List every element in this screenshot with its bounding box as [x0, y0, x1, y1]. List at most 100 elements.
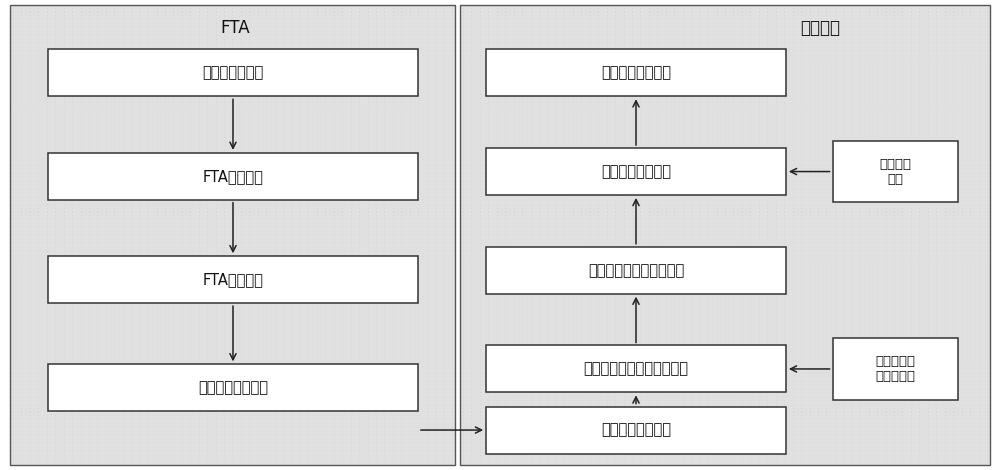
- Point: [174, 67, 190, 74]
- Point: [599, 302, 615, 309]
- Point: [869, 455, 885, 462]
- Point: [343, 266, 359, 274]
- Point: [700, 306, 716, 313]
- Point: [140, 423, 156, 431]
- Point: [73, 70, 89, 78]
- Point: [463, 243, 479, 251]
- Point: [827, 67, 843, 74]
- Point: [785, 239, 801, 247]
- Point: [894, 388, 910, 396]
- Point: [376, 153, 392, 160]
- Point: [658, 63, 674, 70]
- Point: [5, 227, 21, 235]
- Point: [573, 329, 589, 337]
- Point: [894, 360, 910, 368]
- Point: [599, 86, 615, 94]
- Point: [393, 141, 409, 149]
- Point: [284, 263, 300, 270]
- Point: [624, 439, 640, 446]
- Point: [216, 121, 232, 129]
- Point: [565, 400, 581, 407]
- Point: [920, 172, 936, 180]
- Point: [81, 266, 97, 274]
- Point: [208, 78, 224, 86]
- Point: [39, 388, 55, 396]
- Point: [106, 157, 122, 164]
- Point: [267, 121, 283, 129]
- Point: [861, 176, 877, 184]
- Point: [64, 231, 80, 239]
- Point: [410, 114, 426, 121]
- Point: [717, 404, 733, 411]
- Point: [573, 431, 589, 439]
- Point: [717, 235, 733, 243]
- Point: [514, 98, 530, 105]
- Point: [334, 353, 350, 360]
- Point: [89, 106, 105, 113]
- Point: [73, 420, 89, 427]
- Point: [241, 145, 257, 152]
- Point: [140, 247, 156, 254]
- Point: [191, 372, 207, 380]
- Point: [292, 63, 308, 70]
- Point: [165, 24, 181, 31]
- Point: [241, 294, 257, 302]
- Point: [903, 247, 919, 254]
- Point: [455, 404, 471, 411]
- Point: [480, 172, 496, 180]
- Point: [368, 333, 384, 341]
- Point: [802, 196, 818, 204]
- Point: [523, 200, 539, 207]
- Point: [157, 294, 173, 302]
- Point: [5, 70, 21, 78]
- Point: [224, 392, 240, 399]
- Point: [878, 278, 894, 286]
- Point: [30, 168, 46, 176]
- Point: [878, 145, 894, 152]
- Point: [224, 243, 240, 251]
- Point: [903, 212, 919, 219]
- Point: [39, 82, 55, 90]
- Point: [835, 200, 851, 207]
- Point: [725, 345, 741, 352]
- Point: [241, 168, 257, 176]
- Point: [497, 227, 513, 235]
- Point: [174, 184, 190, 192]
- Point: [590, 357, 606, 364]
- Point: [216, 141, 232, 149]
- Point: [548, 435, 564, 443]
- Point: [531, 313, 547, 321]
- Point: [962, 431, 978, 439]
- Point: [911, 435, 927, 443]
- Point: [385, 392, 401, 399]
- Point: [725, 388, 741, 396]
- Point: [506, 43, 522, 50]
- Point: [692, 353, 708, 360]
- Point: [658, 357, 674, 364]
- Point: [649, 408, 665, 415]
- Point: [267, 223, 283, 231]
- Point: [962, 4, 978, 11]
- Point: [224, 118, 240, 125]
- Point: [497, 141, 513, 149]
- Point: [556, 82, 572, 90]
- Point: [489, 59, 505, 66]
- Point: [700, 227, 716, 235]
- Point: [463, 133, 479, 141]
- Point: [480, 59, 496, 66]
- Point: [632, 247, 648, 254]
- Point: [971, 447, 987, 454]
- Point: [216, 318, 232, 325]
- Point: [624, 270, 640, 278]
- Point: [89, 47, 105, 55]
- Point: [480, 333, 496, 341]
- Point: [334, 219, 350, 227]
- Point: [599, 231, 615, 239]
- Point: [540, 164, 556, 172]
- Point: [903, 188, 919, 196]
- Point: [717, 431, 733, 439]
- Point: [343, 282, 359, 290]
- Point: [241, 380, 257, 388]
- Point: [419, 161, 435, 168]
- Point: [556, 353, 572, 360]
